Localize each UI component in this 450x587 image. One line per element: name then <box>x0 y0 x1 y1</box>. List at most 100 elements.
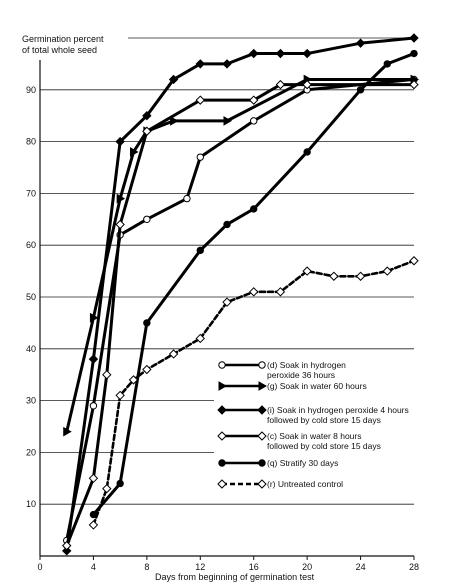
data-point-q <box>410 49 418 58</box>
data-point-i <box>302 48 312 59</box>
legend-marker-r <box>217 479 227 489</box>
data-point-q <box>196 246 204 255</box>
data-point-i <box>355 38 366 48</box>
data-point-r <box>222 297 232 307</box>
data-point-i <box>249 48 259 59</box>
x-tick-label: 20 <box>302 562 312 572</box>
x-tick-label: 28 <box>409 562 419 572</box>
data-point-c <box>62 540 72 551</box>
data-point-c <box>195 95 205 105</box>
data-point-i <box>275 48 286 59</box>
data-point-i <box>409 33 419 43</box>
data-point-i <box>142 110 152 121</box>
data-point-c <box>115 219 125 230</box>
data-point-d <box>89 402 98 410</box>
y-tick-label: 20 <box>26 447 36 457</box>
y-tick-label: 10 <box>26 499 36 509</box>
y-tick-label: 90 <box>26 85 36 95</box>
data-point-q <box>223 220 231 229</box>
data-point-i <box>195 59 205 69</box>
data-point-i <box>115 136 125 147</box>
data-point-c <box>102 369 112 380</box>
x-tick-label: 4 <box>91 562 96 572</box>
data-point-d <box>183 194 191 203</box>
legend-entry-g: (g) Soak in water 60 hours <box>267 381 367 391</box>
legend-marker-g <box>258 381 268 391</box>
legend-entry-d: peroxide 36 hours <box>267 370 335 380</box>
x-tick-label: 16 <box>249 562 259 572</box>
data-point-g <box>116 193 126 204</box>
data-point-r <box>329 271 339 281</box>
y-tick-label: 30 <box>26 396 36 406</box>
data-point-c <box>302 79 312 90</box>
legend-entry-c: (c) Soak in water 8 hours <box>267 431 361 441</box>
legend-entry-c: followed by cold store 15 days <box>267 441 381 451</box>
data-point-i <box>222 59 232 69</box>
data-point-q <box>303 148 311 156</box>
legend-marker-i <box>217 405 227 415</box>
x-tick-label: 12 <box>195 562 205 572</box>
data-point-d <box>196 153 204 161</box>
y-axis-label: Germination percent <box>22 34 104 44</box>
y-tick-label: 70 <box>26 188 36 198</box>
legend-entry-i: (i) Soak in hydrogen peroxide 4 hours <box>267 405 409 415</box>
data-point-d <box>143 215 151 224</box>
axes: 1020304050607080901000481216202428 <box>21 33 419 572</box>
legend-marker-c <box>217 431 227 441</box>
legend-entry-q: (q) Stratify 30 days <box>267 458 338 468</box>
data-point-q <box>250 205 258 213</box>
data-point-r <box>128 375 139 385</box>
data-point-r <box>88 520 99 530</box>
data-point-r <box>102 483 112 494</box>
data-point-r <box>302 266 312 276</box>
data-point-q <box>143 319 151 327</box>
series <box>62 33 420 556</box>
data-point-r <box>142 364 152 375</box>
ylabel-background <box>20 32 128 60</box>
data-point-c <box>249 95 259 105</box>
data-point-c <box>409 79 419 90</box>
legend-marker-g <box>218 381 228 391</box>
data-point-g <box>89 312 99 323</box>
x-axis-label: Days from beginning of germination test <box>155 572 315 582</box>
y-tick-label: 40 <box>26 344 36 354</box>
legend-background <box>214 352 414 494</box>
x-tick-label: 24 <box>356 562 366 572</box>
data-point-g <box>130 147 139 157</box>
y-tick-label: 80 <box>26 137 36 147</box>
legend-entry-i: followed by cold store 15 days <box>267 415 381 425</box>
series-line-c <box>65 83 416 548</box>
data-point-c <box>275 79 286 90</box>
data-point-q <box>116 479 124 488</box>
data-point-r <box>355 271 366 281</box>
data-point-c <box>142 126 152 136</box>
data-point-g <box>170 116 179 126</box>
data-point-r <box>275 287 286 297</box>
y-tick-label: 60 <box>26 240 36 250</box>
x-tick-label: 8 <box>144 562 149 572</box>
data-point-r <box>115 390 125 401</box>
data-point-q <box>383 60 391 68</box>
data-point-g <box>63 426 72 437</box>
data-point-r <box>249 287 259 297</box>
legend-marker-d <box>218 361 226 369</box>
data-point-g <box>223 116 233 126</box>
data-point-d <box>250 117 258 125</box>
legend-marker-d <box>258 361 266 369</box>
y-axis-label-line2: of total whole seed <box>22 45 97 55</box>
legend-marker-q <box>258 459 266 467</box>
legend-marker-c <box>257 431 267 441</box>
data-point-r <box>409 256 419 266</box>
legend-entry-r: (r) Untreated control <box>267 479 343 489</box>
legend-marker-q <box>218 459 226 467</box>
legend-marker-i <box>257 405 267 415</box>
data-point-i <box>88 354 99 364</box>
series-line-i <box>65 36 416 553</box>
data-point-r <box>195 333 205 344</box>
series-line-q <box>91 52 416 517</box>
legend-marker-r <box>257 479 267 489</box>
y-tick-label: 50 <box>26 292 36 302</box>
x-tick-label: 0 <box>37 562 42 572</box>
